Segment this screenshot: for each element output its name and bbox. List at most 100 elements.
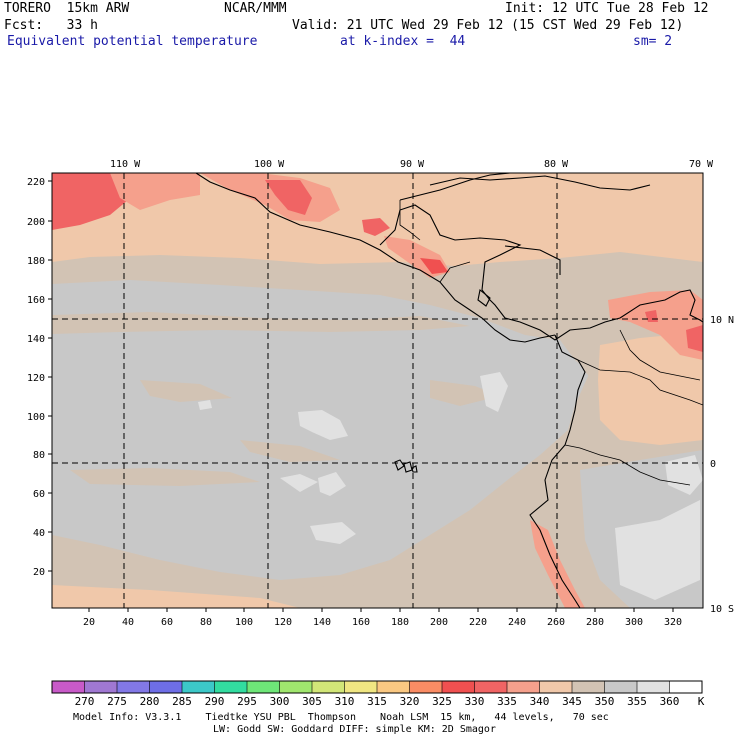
y-tick-label: 100 — [27, 412, 45, 423]
colorbar-label: 270 — [75, 695, 95, 708]
andes-white-1 — [615, 500, 700, 600]
x-tick-marks — [88, 608, 674, 612]
x-tick-label: 280 — [586, 617, 604, 628]
x-tick-label: 180 — [391, 617, 409, 628]
white-patch-5 — [310, 522, 356, 544]
mexico-red — [265, 180, 312, 215]
borders — [399, 200, 703, 486]
colorbar-swatch — [149, 681, 183, 693]
lon-label-90w: 90 W — [400, 159, 425, 170]
coastlines — [195, 173, 703, 608]
x-tick-labels: 20 40 60 80 100 120 140 160 180 200 220 … — [83, 617, 682, 628]
colorbar-label: 335 — [497, 695, 517, 708]
colorbar-swatch — [409, 681, 443, 693]
venezuela-border — [619, 329, 701, 381]
white-patch-3 — [280, 474, 318, 492]
tan-streak-3 — [70, 468, 260, 486]
x-tick-label: 40 — [122, 617, 134, 628]
colorbar-label: 340 — [530, 695, 550, 708]
colorbar-frame — [51, 680, 703, 694]
colorbar-swatch — [52, 681, 85, 693]
colorbar-swatches — [52, 681, 703, 693]
colorbar-label: 360 — [660, 695, 680, 708]
colorbar-label: 315 — [367, 695, 387, 708]
caribbean-islands-coast — [429, 175, 651, 191]
y-tick-label: 160 — [27, 295, 45, 306]
colorbar-swatch — [669, 681, 703, 693]
x-tick-label: 300 — [625, 617, 643, 628]
y-tick-marks — [48, 180, 52, 572]
warm-patch-northwest-2 — [110, 173, 200, 210]
level-label: at k-index = 44 — [340, 34, 466, 49]
colorbar-swatch — [539, 681, 573, 693]
field-name: Equivalent potential temperature — [7, 34, 258, 49]
y-tick-label: 140 — [27, 334, 45, 345]
colorbar-label: 280 — [140, 695, 160, 708]
colorbar-label: 330 — [465, 695, 485, 708]
tan-light-south — [52, 585, 300, 608]
venezuela-red — [686, 325, 703, 352]
colorbar-swatch — [84, 681, 118, 693]
colorbar-swatch — [637, 681, 670, 693]
white-patch-2 — [480, 372, 508, 412]
andes-white-2 — [665, 455, 703, 495]
colorbar-swatch — [344, 681, 378, 693]
ecuador-peru-border — [564, 444, 691, 486]
model-info-line-2: LW: Godd SW: Goddard DIFF: simple KM: 2D… — [213, 724, 496, 735]
colorbar-label: 290 — [205, 695, 225, 708]
colorbar: 270 275 280 285 290 295 300 305 310 315 320 325 330 3… — [51, 680, 705, 708]
colorbar-label: 310 — [335, 695, 355, 708]
y-tick-label: 60 — [33, 489, 45, 500]
forecast-hour: Fcst: 33 h — [4, 18, 98, 33]
white-patch-4 — [318, 472, 346, 496]
south-america-caribbean-coast — [619, 289, 703, 323]
lon-label-110w: 110 W — [110, 159, 141, 170]
south-america-pacific-coast — [529, 334, 586, 608]
x-tick-label: 120 — [274, 617, 292, 628]
lat-label-10s: 10 S — [710, 604, 734, 615]
valid-time: Valid: 21 UTC Wed 29 Feb 12 (15 CST Wed … — [292, 18, 684, 33]
colorbar-label: 285 — [172, 695, 192, 708]
y-tick-labels: 220 200 180 160 140 120 100 80 60 40 20 — [27, 177, 45, 578]
south-america-north-tan — [598, 332, 703, 445]
init-time: Init: 12 UTC Tue 28 Feb 12 — [505, 1, 709, 16]
x-tick-label: 220 — [469, 617, 487, 628]
lon-label-100w: 100 W — [254, 159, 285, 170]
lat-label-equator: 0 — [710, 459, 716, 470]
tan-streak-2 — [140, 380, 232, 402]
tan-region-south — [52, 520, 560, 608]
colorbar-label: 300 — [270, 695, 290, 708]
colorbar-label: 305 — [302, 695, 322, 708]
colorbar-swatch — [117, 681, 150, 693]
colorbar-swatch — [572, 681, 605, 693]
contour-fill — [52, 173, 703, 608]
colorbar-label: 355 — [627, 695, 647, 708]
colorbar-swatch — [279, 681, 313, 693]
x-tick-label: 240 — [508, 617, 526, 628]
colorbar-swatch — [507, 681, 540, 693]
colorbar-swatch — [442, 681, 475, 693]
honduras-border — [439, 261, 471, 283]
colorbar-swatch — [182, 681, 215, 693]
x-tick-label: 160 — [352, 617, 370, 628]
plot-frame — [51, 172, 704, 609]
lake-nicaragua — [477, 289, 491, 307]
colorbar-swatch — [604, 681, 638, 693]
tan-streak-1 — [52, 312, 470, 334]
y-tick-label: 200 — [27, 217, 45, 228]
y-tick-label: 120 — [27, 373, 45, 384]
colorbar-label: 345 — [562, 695, 582, 708]
x-tick-label: 20 — [83, 617, 95, 628]
x-tick-label: 260 — [547, 617, 565, 628]
center-name: NCAR/MMM — [224, 1, 287, 16]
lon-label-70w: 70 W — [689, 159, 714, 170]
red-spot-1 — [362, 218, 390, 236]
guatemala-red — [420, 258, 448, 274]
colombia-border — [577, 359, 703, 406]
y-tick-label: 220 — [27, 177, 45, 188]
colorbar-label: 275 — [107, 695, 127, 708]
x-tick-label: 100 — [235, 617, 253, 628]
colorbar-label: 295 — [237, 695, 257, 708]
colorbar-label: 325 — [432, 695, 452, 708]
